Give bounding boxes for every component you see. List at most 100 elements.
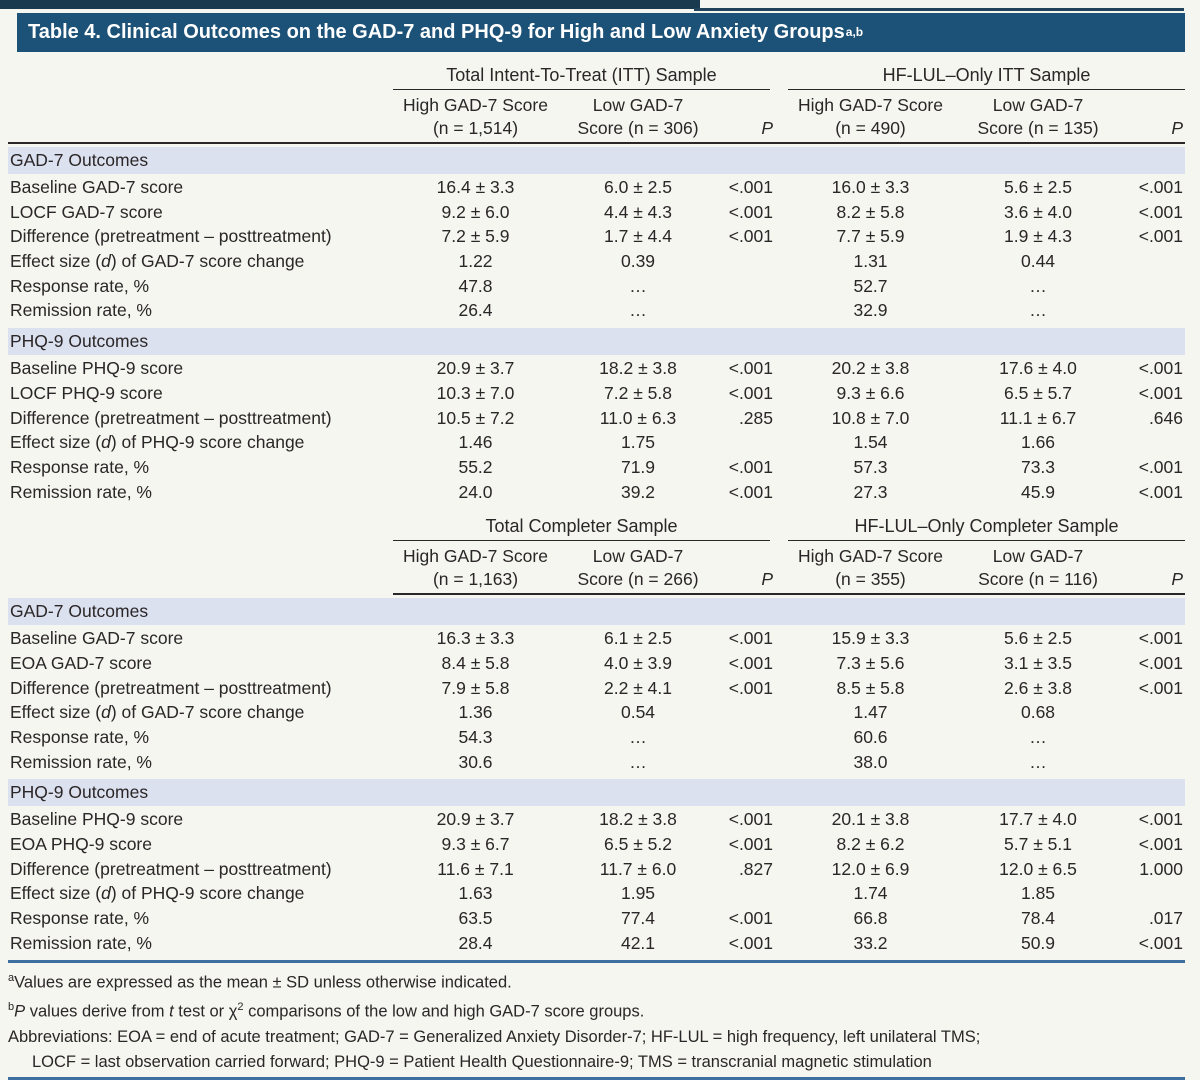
row-label-text: EOA PHQ-9 score	[10, 834, 152, 855]
value-cell: 12.0 ± 6.9	[831, 858, 910, 879]
table-row: Response rate, % 63.5 77.4 <.001 66.8 78.4 .01…	[8, 906, 1185, 931]
row-label: Difference (pretreatment – posttreatment…	[8, 857, 393, 882]
column-header-high-gad7: High GAD-7 Score (n = 355)	[783, 545, 958, 591]
p-value-cell: <.001	[1138, 226, 1183, 247]
row-label-text: d	[101, 432, 111, 453]
value-cell: 3.1 ± 3.5	[1004, 652, 1072, 673]
p-value-cell: <.001	[728, 382, 773, 403]
clinical-outcomes-table: Total Intent-To-Treat (ITT) Sample HF-LU…	[8, 58, 1185, 1080]
value-cell: 50.9	[1020, 932, 1056, 953]
value-cell: 11.0 ± 6.3	[599, 407, 677, 428]
header-rule	[393, 593, 1185, 596]
row-label: Response rate, %	[8, 274, 393, 299]
p-value-cell: 1.000	[1139, 858, 1183, 879]
value-cell: 26.4	[458, 300, 493, 321]
value-cell: 20.9 ± 3.7	[436, 358, 515, 379]
value-cell: 9.3 ± 6.6	[836, 382, 905, 403]
row-label: Baseline GAD-7 score	[8, 175, 393, 200]
row-label-text: d	[101, 251, 111, 272]
row-label-text: LOCF PHQ-9 score	[10, 382, 163, 403]
p-value-cell	[1118, 700, 1185, 725]
column-header-row: High GAD-7 Score (n = 1,514) Low GAD-7 Sco…	[8, 90, 1185, 142]
table-row: Baseline PHQ-9 score 20.9 ± 3.7 18.2 ± 3.8…	[8, 356, 1185, 381]
column-header-low-gad7: Low GAD-7 Score (n = 306)	[558, 94, 718, 140]
value-cell: …	[629, 727, 647, 747]
row-label-text: Baseline PHQ-9 score	[10, 358, 184, 379]
value-cell: 9.3 ± 6.7	[441, 834, 510, 855]
column-header-high-gad7: High GAD-7 Score (n = 1,163)	[393, 545, 558, 591]
table-row: LOCF GAD-7 score 9.2 ± 6.0 4.4 ± 4.3 <.001 8…	[8, 200, 1185, 225]
column-header-line: Score (n = 135)	[977, 118, 1099, 138]
p-value-cell: <.001	[1138, 809, 1183, 830]
row-label-text: Effect size (	[10, 251, 102, 272]
p-value-cell: <.001	[1138, 932, 1183, 953]
p-value-cell	[718, 750, 783, 775]
value-cell: 2.2 ± 4.1	[604, 677, 672, 698]
table-row: Response rate, % 54.3… 60.6…	[8, 725, 1185, 750]
footnote-text: P	[14, 1002, 26, 1021]
group-header-row: Total Intent-To-Treat (ITT) Sample HF-LU…	[8, 58, 1185, 90]
table-row: Difference (pretreatment – posttreatment…	[8, 224, 1185, 249]
column-header-line: Low GAD-7	[992, 95, 1084, 115]
value-cell: 20.1 ± 3.8	[831, 809, 910, 830]
column-header-line: Low GAD-7	[592, 95, 684, 115]
value-cell: 12.0 ± 6.5	[999, 858, 1077, 879]
value-cell: 4.0 ± 3.9	[604, 652, 672, 673]
value-cell: 3.6 ± 4.0	[1004, 201, 1072, 222]
p-value-cell: <.001	[1138, 834, 1183, 855]
completer-sample-block: Total Completer Sample HF-LUL–Only Compl…	[8, 509, 1185, 955]
value-cell: 0.39	[620, 251, 656, 272]
p-value-cell	[718, 881, 783, 906]
row-label: Effect size (d) of GAD-7 score change	[8, 249, 393, 274]
p-value-cell	[1118, 750, 1185, 775]
row-label-text: Remission rate, %	[10, 300, 152, 321]
p-value-cell	[718, 700, 783, 725]
column-header-row: High GAD-7 Score (n = 1,163) Low GAD-7 Sco…	[8, 541, 1185, 593]
value-cell: 71.9	[620, 456, 656, 477]
table-row: Remission rate, % 30.6… 38.0…	[8, 750, 1185, 775]
p-value-cell: .285	[738, 407, 773, 428]
value-cell: …	[1029, 275, 1047, 296]
value-cell: 16.0 ± 3.3	[831, 177, 910, 197]
table-row: Response rate, % 47.8… 52.7…	[8, 274, 1185, 299]
value-cell: 57.3	[853, 456, 888, 477]
row-label: Baseline GAD-7 score	[8, 626, 393, 651]
row-label-text: Baseline GAD-7 score	[10, 177, 184, 197]
p-value-cell: <.001	[1138, 201, 1183, 222]
section-header: GAD-7 Outcomes	[8, 147, 1185, 174]
value-cell: 42.1	[620, 932, 656, 953]
table-row: Response rate, % 55.2 71.9 <.001 57.3 73.3 <.0…	[8, 455, 1185, 480]
value-cell: 6.5 ± 5.2	[604, 834, 672, 855]
footnote-superscript: 2	[237, 1001, 244, 1013]
value-cell: 33.2	[853, 932, 888, 953]
value-cell: 63.5	[458, 908, 493, 929]
row-label: Difference (pretreatment – posttreatment…	[8, 224, 393, 249]
table-row: EOA GAD-7 score 8.4 ± 5.8 4.0 ± 3.9 <.001 7.…	[8, 651, 1185, 676]
value-cell: 9.2 ± 6.0	[441, 201, 510, 222]
value-cell: 11.1 ± 6.7	[999, 407, 1077, 428]
p-value-cell: <.001	[728, 908, 773, 929]
p-value-cell: <.001	[728, 834, 773, 855]
footnote-text: test or χ	[173, 1002, 238, 1021]
value-cell: 77.4	[620, 908, 656, 929]
table-row: Remission rate, % 28.4 42.1 <.001 33.2 50.9 <.…	[8, 931, 1185, 956]
value-cell: …	[629, 300, 647, 321]
table-title-superscript: a,b	[845, 24, 864, 39]
table-row: Effect size (d) of GAD-7 score change 1.2…	[8, 249, 1185, 274]
value-cell: 10.8 ± 7.0	[831, 407, 910, 428]
column-header-line: Low GAD-7	[592, 546, 684, 567]
table-row: Difference (pretreatment – posttreatment…	[8, 406, 1185, 431]
row-label-text: Response rate, %	[10, 456, 150, 477]
section-header: PHQ-9 Outcomes	[8, 328, 1185, 356]
table-title-bar: Table 4. Clinical Outcomes on the GAD-7 …	[17, 13, 1185, 52]
p-column-header: P	[761, 118, 773, 138]
value-cell: 2.6 ± 3.8	[1004, 677, 1072, 698]
p-value-cell: <.001	[1138, 652, 1183, 673]
value-cell: 18.2 ± 3.8	[599, 358, 677, 379]
value-cell: 0.44	[1020, 251, 1056, 272]
row-label: LOCF GAD-7 score	[8, 200, 393, 225]
row-label: Effect size (d) of PHQ-9 score change	[8, 881, 393, 906]
column-header-line: (n = 355)	[835, 569, 906, 590]
page-crop-artifact-line	[694, 8, 1184, 11]
column-header-line: (n = 490)	[835, 118, 906, 138]
